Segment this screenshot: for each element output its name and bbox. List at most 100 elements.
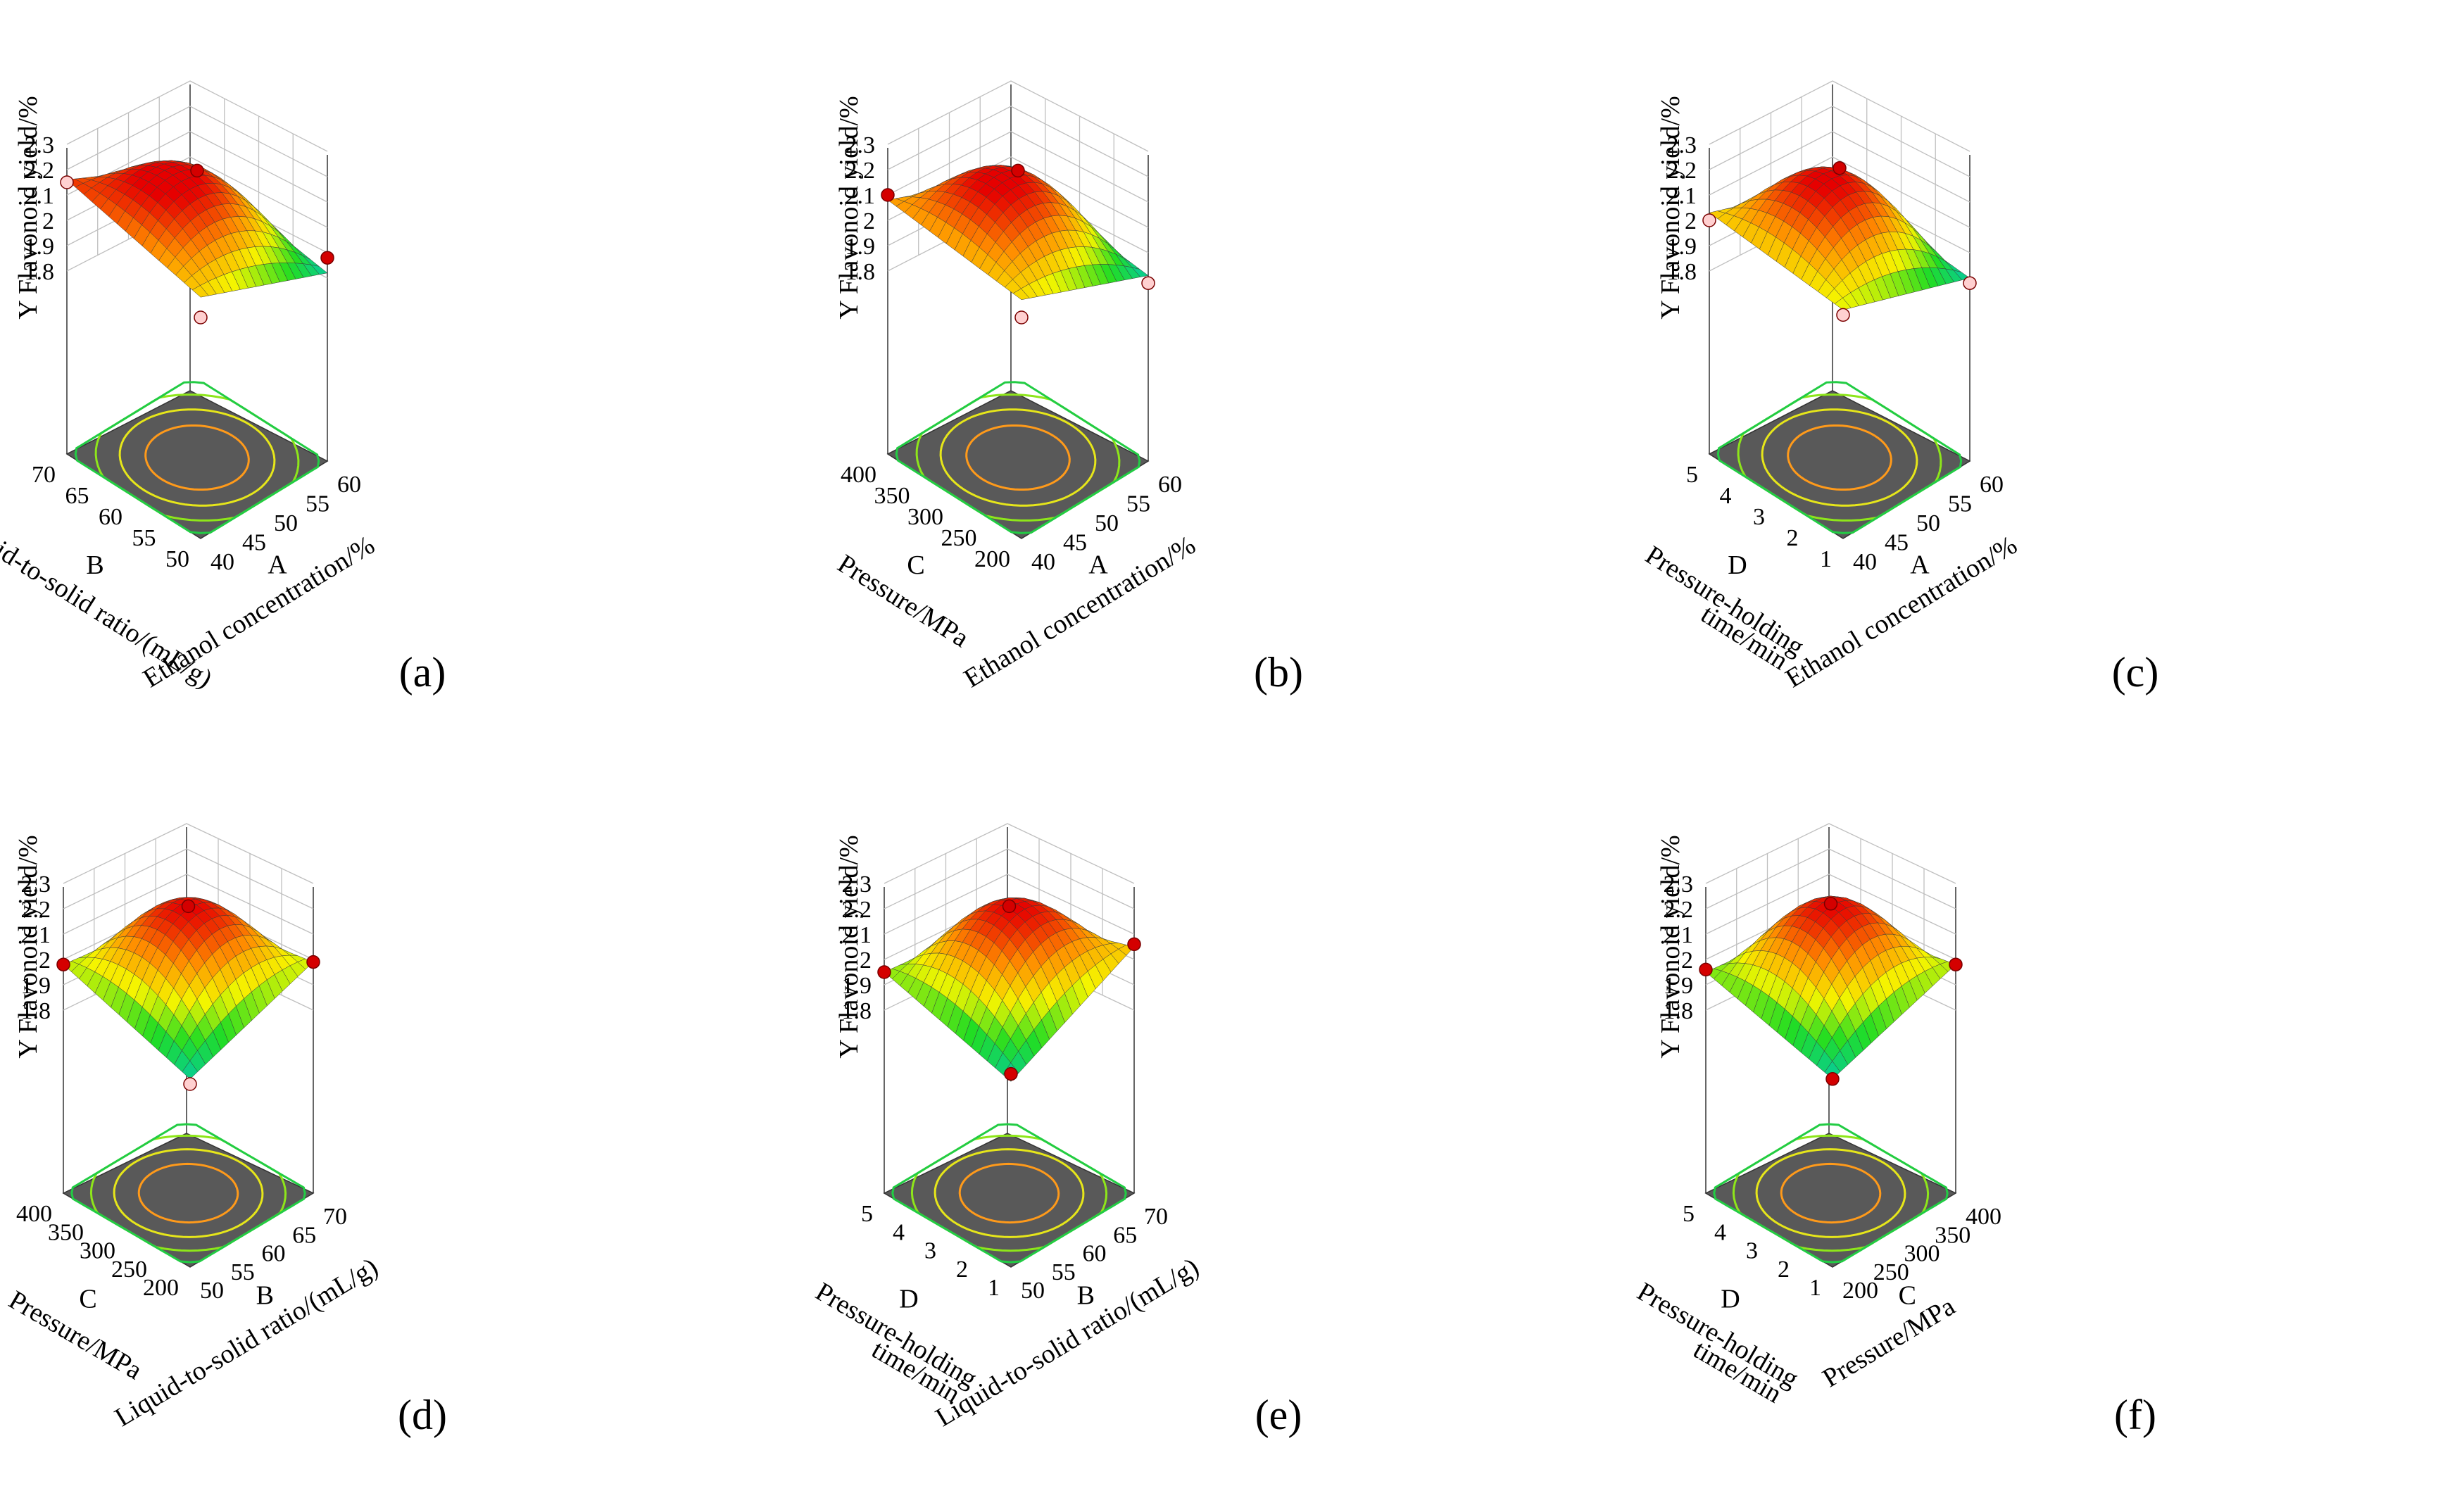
y-tick-label: 60 — [99, 504, 122, 530]
contour-line-1 — [137, 1162, 239, 1224]
wall-gridline — [1705, 848, 1956, 909]
x-tick-label: 50 — [1916, 510, 1940, 536]
response-surface — [63, 897, 314, 1080]
x-axis-code: A — [1088, 550, 1108, 580]
contour-line-4 — [1713, 1123, 1949, 1264]
y-tick-label: 300 — [907, 504, 943, 530]
chart-panel-3: 2.32.22.121.91.8Y Flavonoid yield/%40455… — [1640, 80, 2159, 695]
design-point-3 — [1127, 937, 1141, 952]
x-tick-label: 55 — [306, 491, 329, 517]
x-tick-label: 60 — [1158, 472, 1182, 498]
contour-line-4 — [74, 381, 320, 534]
design-point-4 — [183, 1077, 197, 1091]
panel-label: (d) — [398, 1392, 447, 1438]
z-tick-label: 1.9 — [21, 973, 51, 999]
response-surface — [1705, 895, 1956, 1080]
y-tick-label: 50 — [165, 546, 189, 572]
x-tick-label: 50 — [1095, 510, 1119, 536]
y-axis-code: D — [899, 1285, 918, 1314]
y-tick-label: 4 — [1714, 1219, 1726, 1245]
z-tick-label: 2.2 — [25, 158, 55, 184]
response-surface — [887, 165, 1149, 301]
x-tick-label: 55 — [1948, 491, 1972, 517]
x-tick-label: 200 — [1842, 1278, 1878, 1304]
wall-gridline — [63, 848, 314, 909]
floor-plane — [883, 1133, 1136, 1268]
x-tick-label: 45 — [1885, 530, 1909, 556]
y-tick-label: 1 — [1809, 1275, 1821, 1301]
y-tick-label: 1 — [988, 1275, 1000, 1301]
contour-line-1 — [958, 1162, 1060, 1224]
y-tick-label: 200 — [143, 1275, 179, 1301]
design-point-2 — [1833, 161, 1847, 175]
z-tick-label: 2.1 — [846, 183, 876, 209]
z-tick-label: 1.9 — [1664, 973, 1694, 999]
contour-line-2 — [934, 1148, 1085, 1238]
x-tick-label: 350 — [1935, 1222, 1970, 1248]
z-tick-label: 2.2 — [842, 897, 872, 923]
y-tick-label: 350 — [48, 1219, 84, 1245]
y-tick-label: 350 — [874, 483, 910, 509]
y-axis-label: Pressure/MPa — [832, 549, 974, 653]
contour-line-2 — [1761, 408, 1918, 507]
z-tick-label: 2.1 — [1667, 183, 1697, 209]
panel-label: (c) — [2112, 649, 2159, 695]
wall-gridline — [1705, 823, 1956, 884]
z-tick-label: 2.2 — [1664, 897, 1694, 923]
z-tick-label: 2.1 — [25, 183, 55, 209]
wall-gridline — [884, 823, 1135, 884]
z-axis-label: Y Flavonoid yield/% — [834, 96, 864, 319]
z-tick-label: 1.9 — [1667, 234, 1697, 260]
y-tick-label: 4 — [893, 1219, 905, 1245]
x-tick-label: 55 — [231, 1259, 255, 1285]
design-point-1 — [877, 965, 891, 979]
surface-patch — [1834, 297, 1852, 310]
y-axis-code: C — [79, 1285, 96, 1314]
x-tick-label: 400 — [1966, 1204, 2001, 1230]
chart-panel-5: 2.32.22.121.91.8Y Flavonoid yield/%50556… — [810, 823, 1302, 1438]
x-tick-label: 300 — [1904, 1241, 1940, 1267]
x-tick-label: 50 — [274, 510, 298, 536]
floor-contours — [1713, 1123, 1949, 1264]
design-point-3 — [1836, 308, 1850, 322]
y-tick-label: 2 — [1787, 525, 1799, 551]
x-axis-label: Pressure/MPa — [1818, 1292, 1961, 1394]
floor-contours — [74, 381, 320, 534]
wall-gridline — [63, 823, 314, 884]
design-point-1 — [1699, 962, 1713, 977]
wall-gridline — [884, 874, 1135, 935]
z-tick-label: 1.9 — [25, 234, 55, 260]
panel-label: (f) — [2114, 1392, 2156, 1438]
z-axis: 2.32.22.121.91.8Y Flavonoid yield/% — [834, 96, 875, 319]
wall-gridline — [66, 106, 328, 177]
y-axis-label: Pressure-holding — [1640, 540, 1809, 662]
z-axis: 2.32.22.121.91.8Y Flavonoid yield/% — [13, 835, 51, 1058]
y-tick-label: 65 — [65, 483, 89, 509]
wall-gridline — [884, 848, 1135, 909]
x-tick-label: 40 — [210, 549, 234, 575]
z-axis-label: Y Flavonoid yield/% — [834, 835, 864, 1058]
x-tick-label: 55 — [1126, 491, 1150, 517]
y-tick-label: 1 — [1820, 546, 1832, 572]
z-tick-label: 2.3 — [846, 132, 876, 158]
z-tick-label: 2 — [863, 208, 875, 234]
z-axis: 2.32.22.121.91.8Y Flavonoid yield/% — [1656, 96, 1697, 319]
design-point-2 — [1002, 899, 1017, 914]
wall-gridline — [1709, 106, 1970, 177]
y-tick-label: 4 — [1720, 483, 1732, 509]
wall-gridline — [887, 131, 1149, 203]
floor-contours — [895, 381, 1141, 534]
z-tick-label: 1.8 — [846, 259, 876, 285]
z-tick-label: 1.9 — [846, 234, 876, 260]
floor-plane — [62, 1133, 315, 1268]
y-tick-label: 300 — [80, 1238, 115, 1264]
z-tick-label: 2.2 — [1667, 158, 1697, 184]
x-tick-label: 45 — [242, 530, 266, 556]
contour-line-4 — [891, 1123, 1127, 1264]
wall-gridline — [1709, 131, 1970, 203]
contour-line-4 — [70, 1123, 306, 1264]
z-tick-label: 2.1 — [1664, 922, 1694, 948]
y-axis-label: Pressure/MPa — [4, 1285, 147, 1386]
y-tick-label: 3 — [1746, 1238, 1758, 1264]
y-tick-label: 5 — [1686, 462, 1698, 488]
